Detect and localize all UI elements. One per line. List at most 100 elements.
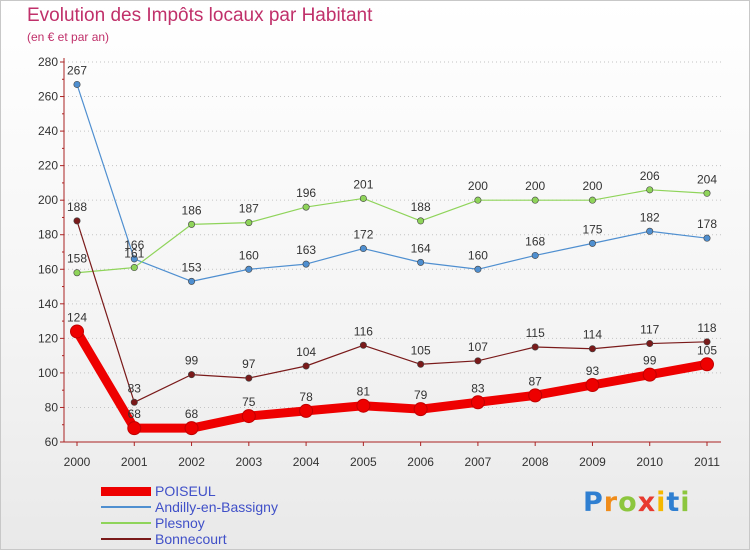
data-labels: 124 68 68 75 78 81 79 83 87 93 99 105 267 166 153 160 16… [67,63,717,421]
x-tick-label: 2008 [522,455,549,469]
data-label: 68 [185,407,199,421]
chart-title: Evolution des Impôts locaux par Habitant [27,5,373,26]
proxiti-logo: Proxiti [583,487,691,518]
data-point [703,189,711,197]
data-point [359,341,367,349]
data-point [130,264,138,272]
data-point [359,245,367,253]
data-point [184,421,199,436]
y-tick-label: 280 [38,55,58,69]
data-label: 201 [353,177,373,191]
data-label: 118 [697,321,716,335]
data-label: 104 [296,345,316,359]
x-tick-label: 2009 [579,455,606,469]
series-andilly-en-bassigny [73,80,711,285]
data-point [474,357,482,365]
data-label: 99 [185,354,199,368]
data-point [417,360,425,368]
legend-label: Plesnoy [155,515,205,531]
data-label: 78 [299,390,313,404]
legend-swatch [101,538,151,540]
data-label: 164 [411,241,431,255]
legend-swatch [101,487,151,496]
series-line [76,189,708,274]
logo-letter: r [603,487,619,518]
legend-swatch [101,522,151,524]
series-plesnoy [73,186,711,277]
data-point [188,277,196,285]
data-label: 168 [525,234,545,248]
data-point [470,395,485,410]
legend-label: POISEUL [155,483,216,499]
legend-swatch [101,506,151,508]
data-label: 172 [353,228,373,242]
y-tick-label: 160 [38,262,58,276]
data-point [531,196,539,204]
data-point [646,340,654,348]
data-label: 117 [640,323,659,337]
data-label: 163 [296,243,316,257]
y-tick-label: 200 [38,193,58,207]
data-label: 105 [411,343,431,357]
data-point [703,234,711,242]
data-point [646,227,654,235]
legend-label: Andilly-en-Bassigny [155,499,278,515]
data-point [413,402,428,417]
data-point [531,251,539,259]
data-point [528,388,543,403]
data-point [241,409,256,424]
logo-letter: t [666,487,681,518]
y-tick-label: 220 [38,159,58,173]
logo-letter: i [680,487,691,518]
data-label: 116 [354,324,373,338]
y-tick-label: 100 [38,366,58,380]
data-label: 87 [529,374,543,388]
data-point [73,217,81,225]
data-point [188,220,196,228]
data-label: 206 [640,169,660,183]
y-tick-label: 80 [45,400,59,414]
logo-letter: P [583,487,604,518]
series-lines [70,80,714,436]
data-point [302,362,310,370]
x-tick-label: 2006 [407,455,434,469]
data-label: 83 [471,381,485,395]
logo-letter: x [637,487,657,518]
data-point [245,265,253,273]
y-tick-label: 180 [38,228,58,242]
data-point [356,398,371,413]
data-label: 188 [67,200,87,214]
data-label: 115 [526,326,545,340]
data-label: 178 [697,217,717,231]
data-point [588,196,596,204]
x-tick-label: 2011 [694,455,720,469]
data-label: 188 [411,200,431,214]
axes: 60 80 100 120 140 160 180 200 220 240 260 280 2000 20… [38,55,721,469]
data-label: 99 [643,354,657,368]
data-label: 105 [697,343,717,357]
x-tick-label: 2004 [293,455,320,469]
x-tick-label: 2000 [64,455,91,469]
data-label: 200 [468,179,488,193]
x-tick-label: 2005 [350,455,377,469]
data-label: 83 [128,381,142,395]
data-label: 68 [128,407,142,421]
data-label: 160 [239,248,259,262]
data-label: 75 [242,395,256,409]
data-label: 93 [586,364,600,378]
data-point [642,367,657,382]
y-tick-label: 240 [38,124,58,138]
data-label: 153 [182,260,202,274]
data-label: 204 [697,172,717,186]
data-point [70,324,84,339]
data-label: 182 [640,210,660,224]
data-point [359,194,367,202]
x-tick-label: 2007 [465,455,492,469]
data-label: 186 [182,203,202,217]
logo-letter: i [656,487,667,518]
series-line [76,83,708,282]
legend-label: Bonnecourt [155,531,227,547]
x-tick-label: 2003 [235,455,262,469]
